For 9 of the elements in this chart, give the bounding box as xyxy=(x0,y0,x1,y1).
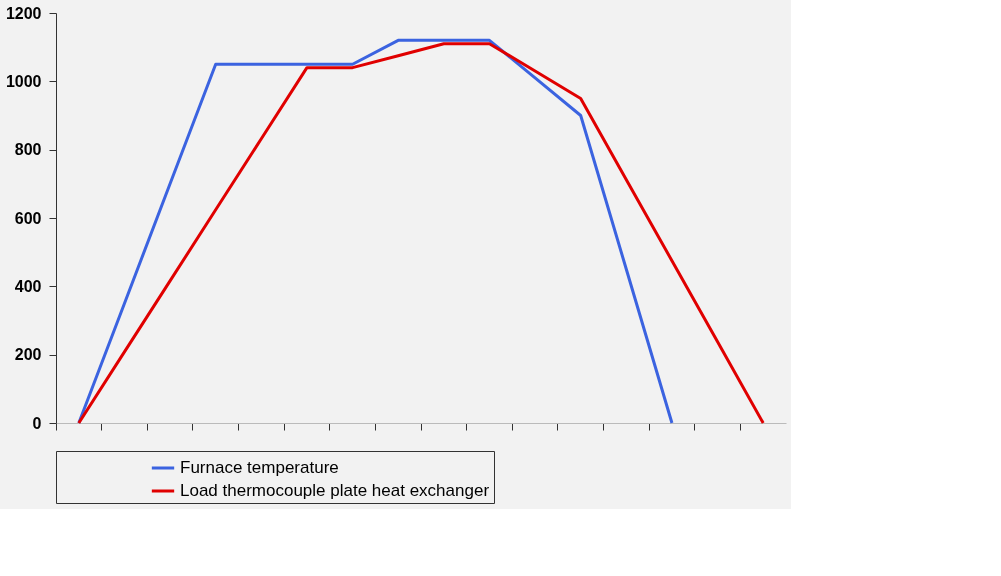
y-tick-label: 1000 xyxy=(5,72,42,90)
y-tick-label: 600 xyxy=(14,209,42,227)
y-tick-label: 800 xyxy=(14,141,42,159)
y-tick-label: 200 xyxy=(14,346,42,364)
legend-label: Furnace temperature xyxy=(180,458,339,477)
y-tick-label: 0 xyxy=(32,414,42,432)
y-tick-label: 400 xyxy=(14,277,42,295)
y-tick-label: 1200 xyxy=(5,4,42,22)
legend-label: Load thermocouple plate heat exchanger xyxy=(180,481,490,500)
